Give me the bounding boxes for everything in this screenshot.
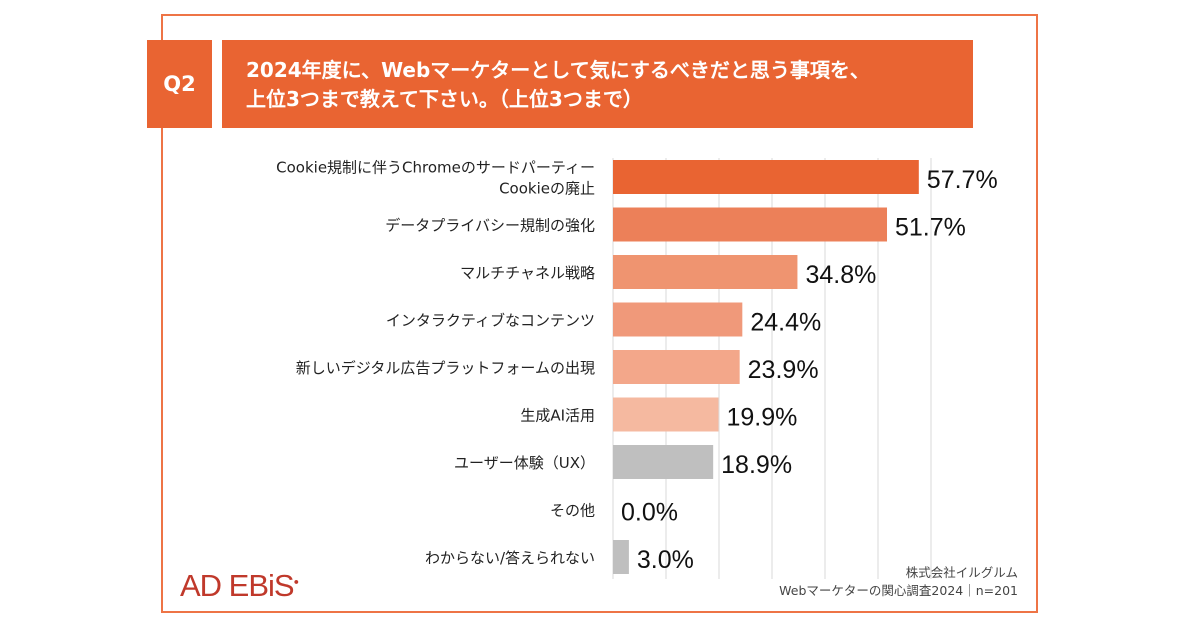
bar [613, 207, 888, 242]
question-title: 2024年度に、Webマーケターとして気にするべきだと思う事項を、 上位3つまで… [222, 40, 973, 128]
category-label: わからない/答えられない [425, 549, 595, 567]
question-line: 上位3つまで教えて下さい。（上位3つまで） [246, 87, 643, 111]
bar [613, 255, 798, 289]
bar [613, 160, 919, 194]
bar [613, 397, 719, 432]
category-label: その他 [550, 502, 595, 520]
category-label: ユーザー体験（UX） [454, 454, 595, 472]
category-label: 新しいデジタル広告プラットフォームの出現 [296, 359, 595, 377]
value-label: 57.7% [927, 166, 998, 194]
value-label: 3.0% [637, 546, 694, 574]
adebis-logo: AD EBiS● [180, 568, 299, 603]
value-label: 18.9% [721, 451, 792, 479]
value-label: 51.7% [895, 214, 966, 242]
value-label: 23.9% [748, 356, 819, 384]
source-note: 株式会社イルグルム Webマーケターの関心調査2024｜n=201 [779, 564, 1018, 600]
category-label: データプライバシー規制の強化 [385, 217, 595, 235]
value-label: 24.4% [750, 309, 821, 337]
survey-info: Webマーケターの関心調査2024｜n=201 [779, 583, 1018, 598]
bar [613, 302, 743, 337]
category-label: Cookie規制に伴うChromeのサードパーティー [276, 159, 595, 177]
company-name: 株式会社イルグルム [905, 565, 1018, 580]
bar [613, 540, 629, 574]
category-label: 生成AI活用 [520, 407, 595, 425]
question-number: Q2 [147, 40, 212, 128]
bar [613, 350, 740, 384]
value-label: 0.0% [621, 499, 678, 527]
value-label: 19.9% [726, 404, 797, 432]
question-line: 2024年度に、Webマーケターとして気にするべきだと思う事項を、 [246, 58, 870, 82]
bar [613, 445, 714, 479]
value-label: 34.8% [805, 261, 876, 289]
category-label: Cookieの廃止 [499, 180, 595, 198]
category-label: インタラクティブなコンテンツ [386, 312, 595, 330]
category-label: マルチチャネル戦略 [460, 264, 595, 282]
card-frame [161, 14, 1038, 613]
